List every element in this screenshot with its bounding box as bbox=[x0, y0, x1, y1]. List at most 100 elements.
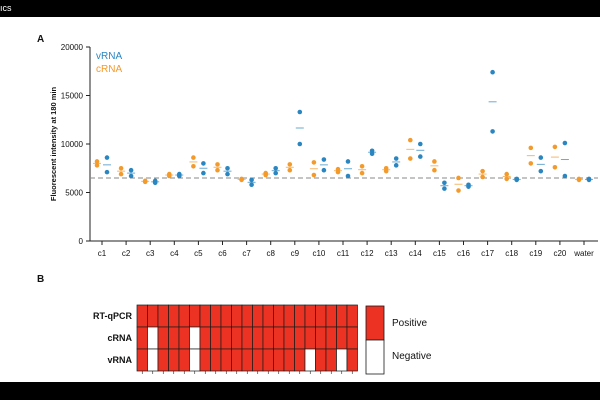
legend-negative-label: Negative bbox=[392, 351, 432, 362]
data-point-crna bbox=[311, 160, 317, 165]
data-point-vrna bbox=[201, 170, 206, 176]
cell-positive bbox=[273, 348, 285, 372]
cell-positive bbox=[231, 304, 243, 328]
data-point-vrna bbox=[273, 165, 279, 171]
cell-positive bbox=[157, 348, 169, 372]
cell-negative bbox=[189, 326, 201, 350]
cell-positive bbox=[346, 348, 358, 372]
cell-positive bbox=[262, 348, 274, 372]
cell-positive bbox=[315, 348, 327, 372]
cell-positive bbox=[336, 304, 348, 328]
cell-positive bbox=[178, 304, 190, 328]
row-label: vRNA bbox=[107, 355, 132, 365]
data-point-crna bbox=[432, 159, 437, 164]
x-tick-label: c18 bbox=[505, 249, 518, 258]
data-point-crna bbox=[118, 165, 124, 171]
cell-positive bbox=[336, 326, 348, 350]
x-tick-label: c8 bbox=[266, 249, 275, 258]
cell-positive bbox=[273, 304, 285, 328]
data-point-crna bbox=[287, 162, 293, 167]
data-point-vrna bbox=[538, 155, 544, 160]
data-point-vrna bbox=[345, 173, 351, 179]
data-point-crna bbox=[552, 164, 558, 170]
data-point-vrna bbox=[393, 163, 399, 168]
cell-positive bbox=[346, 326, 358, 350]
legend-vrna: vRNA bbox=[96, 51, 122, 62]
data-point-crna bbox=[311, 172, 317, 178]
cell-positive bbox=[252, 304, 264, 328]
cell-positive bbox=[157, 326, 169, 350]
x-tick-label: c16 bbox=[457, 249, 470, 258]
data-point-vrna bbox=[297, 141, 303, 147]
cell-positive bbox=[304, 304, 316, 328]
cell-positive bbox=[252, 348, 264, 372]
x-tick-label: c6 bbox=[218, 249, 227, 258]
legend-positive-label: Positive bbox=[392, 318, 427, 329]
data-point-crna bbox=[456, 175, 461, 181]
x-tick-label: c20 bbox=[553, 249, 566, 258]
cell-positive bbox=[136, 326, 148, 350]
data-point-crna bbox=[167, 173, 172, 179]
x-tick-label: water bbox=[573, 249, 594, 258]
top-text-fragment: ıcs bbox=[0, 3, 12, 13]
x-tick-label: c2 bbox=[122, 249, 131, 258]
cell-positive bbox=[178, 348, 190, 372]
cell-positive bbox=[262, 326, 274, 350]
cell-positive bbox=[136, 304, 148, 328]
top-black-bar bbox=[0, 0, 600, 17]
data-point-crna bbox=[359, 164, 365, 169]
data-point-vrna bbox=[152, 180, 158, 186]
data-point-crna bbox=[528, 145, 534, 151]
data-point-vrna bbox=[249, 182, 254, 188]
cell-negative bbox=[147, 326, 159, 350]
data-point-crna bbox=[94, 163, 100, 168]
data-point-vrna bbox=[201, 161, 206, 166]
data-point-crna bbox=[94, 159, 100, 164]
cell-positive bbox=[199, 348, 211, 372]
data-point-vrna bbox=[393, 156, 399, 161]
x-tick-label: c11 bbox=[337, 249, 350, 258]
data-point-vrna bbox=[538, 168, 544, 174]
data-point-crna bbox=[359, 170, 365, 176]
panel-b-heatmap: RT-qPCR cRNA vRNA Positive Negative bbox=[93, 304, 432, 375]
data-point-vrna bbox=[249, 177, 254, 183]
cell-positive bbox=[294, 348, 306, 372]
cell-positive bbox=[283, 326, 295, 350]
data-point-crna bbox=[504, 176, 510, 182]
x-tick-label: c15 bbox=[433, 249, 446, 258]
cell-positive bbox=[168, 348, 180, 372]
x-tick-label: c4 bbox=[170, 249, 179, 258]
cell-positive bbox=[241, 304, 253, 328]
x-tick-label: c19 bbox=[529, 249, 542, 258]
data-point-crna bbox=[263, 172, 269, 178]
x-tick-label: c10 bbox=[312, 249, 325, 258]
cell-negative bbox=[189, 348, 201, 372]
x-tick-label: c17 bbox=[481, 249, 494, 258]
data-point-vrna bbox=[225, 165, 230, 171]
data-point-crna bbox=[191, 155, 196, 160]
cell-positive bbox=[315, 304, 327, 328]
y-tick-label: 10000 bbox=[61, 140, 84, 149]
data-point-vrna bbox=[321, 157, 327, 162]
x-tick-label: c13 bbox=[385, 249, 398, 258]
y-tick-label: 5000 bbox=[65, 189, 83, 198]
data-point-vrna bbox=[418, 154, 423, 159]
cell-positive bbox=[346, 304, 358, 328]
x-tick-label: c5 bbox=[194, 249, 203, 258]
data-point-crna bbox=[287, 167, 293, 173]
data-point-crna bbox=[480, 168, 485, 174]
cell-positive bbox=[178, 326, 190, 350]
data-point-crna bbox=[504, 171, 510, 177]
cell-positive bbox=[325, 348, 337, 372]
data-point-vrna bbox=[562, 173, 568, 179]
data-point-vrna bbox=[225, 171, 230, 177]
x-tick-label: c3 bbox=[146, 249, 155, 258]
data-point-vrna bbox=[104, 169, 110, 175]
cell-positive bbox=[199, 326, 211, 350]
cell-positive bbox=[241, 348, 253, 372]
cell-positive bbox=[262, 304, 274, 328]
cell-positive bbox=[283, 348, 295, 372]
cell-positive bbox=[136, 348, 148, 372]
cell-positive bbox=[241, 326, 253, 350]
